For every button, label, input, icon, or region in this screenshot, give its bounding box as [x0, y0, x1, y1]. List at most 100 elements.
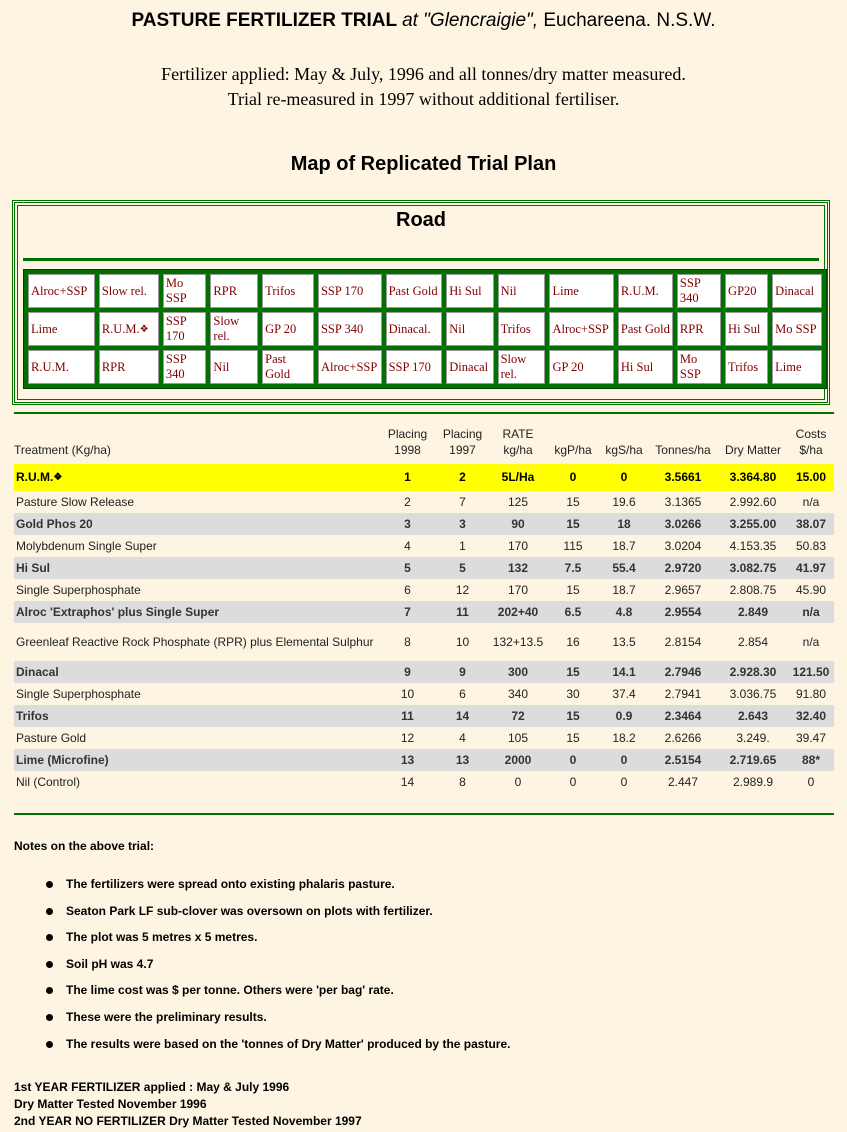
table-cell: n/a [788, 623, 834, 661]
cell-value: 1 [404, 470, 411, 484]
cell-value: 39.47 [795, 730, 827, 745]
plot-cell: Trifos [497, 312, 546, 346]
table-cell: Trifos [14, 705, 380, 727]
table-cell: 2.7941 [648, 683, 718, 705]
table-cell: Single Superphosphate [14, 683, 380, 705]
cell-value: 10 [455, 634, 470, 649]
table-cell: 37.4 [600, 683, 648, 705]
cell-value: 2.9657 [664, 582, 702, 597]
plot-grid: Alroc+SSP Slow rel. Mo SSP RPR Trifos SSP 170… [23, 269, 827, 389]
table-cell: 38.07 [788, 513, 834, 535]
cell-value: Molybdenum Single Super [16, 538, 157, 553]
column-header: Placing 1997 [442, 427, 483, 457]
table-cell: 2.643 [718, 705, 788, 727]
plot-label: Hi Sul [620, 359, 654, 374]
table-cell: 2.9720 [648, 557, 718, 579]
table-cell: 11 [435, 601, 490, 623]
plot-label: Mo SSP [165, 276, 187, 305]
divider [14, 813, 834, 815]
plot-cell: Mo SSP [676, 350, 722, 384]
cell-value: 88* [801, 752, 821, 767]
cell-value: 170 [507, 538, 529, 553]
cell-value: 5 [459, 560, 466, 575]
plot-cell: GP 20 [262, 312, 314, 346]
plot-cell: Hi Sul [446, 274, 494, 308]
table-cell: 15 [546, 727, 600, 749]
plot-cell: Mo SSP [772, 312, 822, 346]
cell-value: 2.6266 [664, 730, 702, 745]
plot-label: Dinacal. [388, 321, 431, 336]
table-cell: 2.8154 [648, 623, 718, 661]
table-cell: 6 [435, 683, 490, 705]
plot-label: Mo SSP [775, 321, 817, 336]
table-cell: 2.447 [648, 771, 718, 793]
cell-value: 6 [404, 582, 411, 597]
plot-cell: Past Gold [385, 274, 443, 308]
cell-value: 11 [401, 708, 414, 723]
plot-cell: GP 20 [549, 350, 614, 384]
cell-value: 12 [400, 730, 415, 745]
table-cell: n/a [788, 491, 834, 513]
plot-cell: Slow rel. [210, 312, 259, 346]
plot-cell: Lime [549, 274, 614, 308]
plot-label: Trifos [728, 359, 759, 374]
cell-value: 2.3464 [664, 708, 702, 723]
table-cell: 72 [490, 705, 546, 727]
table-cell: Greenleaf Reactive Rock Phosphate (RPR) … [14, 623, 380, 661]
table-cell: 2.5154 [648, 749, 718, 771]
cell-value: 3.0204 [664, 538, 702, 553]
cell-value: 18.7 [612, 582, 636, 597]
cell-value: 0 [620, 752, 628, 767]
table-cell: 170 [490, 535, 546, 557]
table-row: Pasture Slow Release 2 7 125 15 19.6 3.1365 2.9… [14, 491, 834, 513]
plot-cell: R.U.M.❖ [98, 312, 159, 346]
table-row: Lime (Microfine) 13 13 2000 0 0 2.5154 2.719.65… [14, 749, 834, 771]
table-cell: 2.9554 [648, 601, 718, 623]
plot-label: Trifos [500, 321, 531, 336]
cell-value: 3 [459, 516, 466, 531]
cell-value: 115 [563, 538, 583, 553]
plot-label: Mo SSP [679, 352, 701, 381]
cell-value: Alroc 'Extraphos' plus Single Super [16, 604, 220, 619]
plot-label: Dinacal [775, 283, 815, 298]
table-cell: 170 [490, 579, 546, 601]
plot-label: SSP 340 [320, 321, 364, 336]
plot-label: Nil [213, 359, 230, 374]
column-header: kgS/ha [605, 443, 643, 457]
plot-cell: SSP 340 [317, 312, 382, 346]
cell-value: 202+40 [497, 604, 539, 619]
cell-value: 15 [566, 664, 580, 679]
plot-label: SSP 340 [679, 276, 701, 305]
footer-line-1: 1st YEAR FERTILIZER applied : May & July… [14, 1080, 290, 1094]
cell-value: 14 [400, 774, 415, 789]
table-cell: 0 [788, 771, 834, 793]
table-cell: 2.7946 [648, 661, 718, 683]
title-main: PASTURE FERTILIZER TRIAL [131, 10, 397, 31]
plot-label: Alroc+SSP [31, 283, 88, 298]
plot-cell: Alroc+SSP [549, 312, 614, 346]
cell-value: 3.036.75 [729, 686, 777, 701]
subtitle-line-1: Fertilizer applied: May & July, 1996 and… [161, 64, 686, 84]
table-cell: 15.00 [788, 464, 834, 491]
plot-label: Hi Sul [728, 321, 761, 336]
plot-label: Slow rel. [101, 283, 147, 298]
cell-value: 105 [507, 730, 529, 745]
table-cell: 18.2 [600, 727, 648, 749]
divider [14, 412, 834, 414]
plot-label: Dinacal [449, 359, 489, 374]
table-cell: Nil (Control) [14, 771, 380, 793]
plot-cell: Past Gold [262, 350, 314, 384]
table-cell: 5 [380, 557, 435, 579]
plot-label: R.U.M. [31, 359, 69, 374]
cell-value: 13 [455, 752, 470, 767]
table-cell: 3.255.00 [718, 513, 788, 535]
road-label: Road [396, 209, 446, 231]
cell-value: 2.989.9 [732, 774, 774, 789]
plot-cell: Alroc+SSP [28, 274, 95, 308]
table-cell: 1 [435, 535, 490, 557]
table-cell: 4.153.35 [718, 535, 788, 557]
plot-label: Slow rel. [500, 352, 527, 381]
table-cell: Pasture Gold [14, 727, 380, 749]
table-cell: 14 [435, 705, 490, 727]
cell-value: 45.90 [795, 582, 827, 597]
